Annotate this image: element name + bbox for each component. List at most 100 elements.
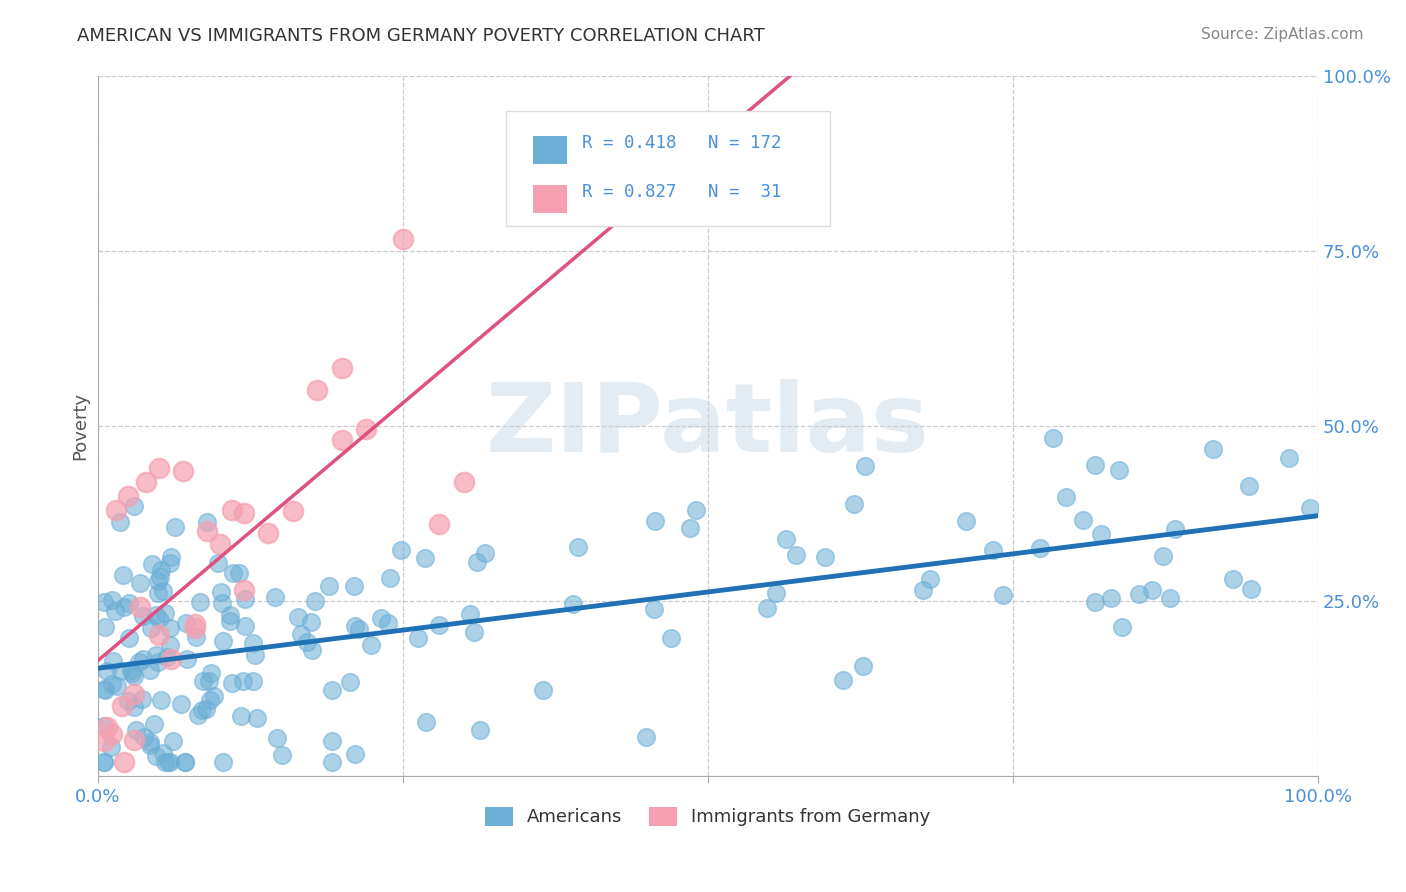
Point: [148, 628, 170, 642]
Point: [370, 610, 392, 624]
Point: [184, 616, 207, 631]
Point: [852, 658, 875, 673]
Point: [96, 664, 118, 678]
Point: [380, 571, 402, 585]
Point: [981, 543, 1004, 558]
Point: [159, 556, 181, 570]
Point: [427, 516, 450, 531]
Point: [347, 622, 370, 636]
Point: [117, 489, 139, 503]
Point: [360, 638, 382, 652]
Point: [453, 475, 475, 489]
Point: [644, 514, 666, 528]
Point: [156, 649, 179, 664]
Point: [101, 727, 124, 741]
Point: [149, 693, 172, 707]
Point: [145, 749, 167, 764]
Point: [474, 546, 496, 560]
Point: [93, 755, 115, 769]
Point: [145, 648, 167, 662]
Point: [194, 702, 217, 716]
Point: [1111, 620, 1133, 634]
Point: [172, 464, 194, 478]
Point: [765, 586, 787, 600]
Point: [191, 673, 214, 688]
Point: [146, 655, 169, 669]
Point: [221, 675, 243, 690]
Point: [257, 526, 280, 541]
Point: [117, 694, 139, 708]
Point: [321, 734, 343, 748]
Point: [162, 733, 184, 747]
Point: [155, 755, 177, 769]
Point: [634, 730, 657, 744]
Point: [245, 711, 267, 725]
Point: [1142, 582, 1164, 597]
Point: [209, 585, 232, 599]
Point: [343, 579, 366, 593]
Point: [122, 687, 145, 701]
Point: [1029, 541, 1052, 555]
Point: [218, 607, 240, 622]
Point: [141, 621, 163, 635]
Text: ZIPatlas: ZIPatlas: [486, 379, 929, 473]
Point: [139, 663, 162, 677]
Point: [307, 383, 329, 397]
Point: [120, 663, 142, 677]
Point: [911, 582, 934, 597]
Point: [202, 689, 225, 703]
Point: [148, 461, 170, 475]
Point: [465, 555, 488, 569]
Point: [377, 615, 399, 630]
Point: [413, 551, 436, 566]
FancyBboxPatch shape: [533, 136, 568, 164]
Point: [132, 609, 155, 624]
Point: [855, 458, 877, 473]
Point: [198, 693, 221, 707]
Point: [243, 648, 266, 662]
Point: [152, 584, 174, 599]
Point: [756, 601, 779, 615]
Point: [266, 731, 288, 746]
Point: [1042, 431, 1064, 445]
Point: [270, 747, 292, 762]
Point: [844, 497, 866, 511]
Point: [1298, 501, 1320, 516]
Point: [531, 683, 554, 698]
Point: [132, 652, 155, 666]
Point: [685, 503, 707, 517]
Point: [169, 697, 191, 711]
Point: [330, 433, 353, 447]
Point: [149, 570, 172, 584]
Legend: Americans, Immigrants from Germany: Americans, Immigrants from Germany: [478, 800, 938, 834]
Point: [191, 703, 214, 717]
Point: [212, 634, 235, 648]
Text: R = 0.827   N =  31: R = 0.827 N = 31: [582, 183, 782, 201]
Point: [122, 733, 145, 747]
Point: [233, 592, 256, 607]
Text: Source: ZipAtlas.com: Source: ZipAtlas.com: [1201, 27, 1364, 42]
Point: [105, 679, 128, 693]
Point: [1108, 463, 1130, 477]
Point: [200, 666, 222, 681]
Point: [955, 514, 977, 528]
Point: [1159, 591, 1181, 605]
Point: [112, 568, 135, 582]
Point: [561, 597, 583, 611]
Point: [138, 735, 160, 749]
Point: [290, 626, 312, 640]
Point: [229, 708, 252, 723]
Point: [197, 524, 219, 538]
Point: [918, 572, 941, 586]
Point: [176, 652, 198, 666]
Point: [145, 608, 167, 623]
Point: [93, 595, 115, 609]
Point: [318, 579, 340, 593]
Point: [242, 636, 264, 650]
Point: [232, 673, 254, 688]
Point: [468, 723, 491, 737]
Point: [242, 674, 264, 689]
Point: [567, 540, 589, 554]
Point: [1239, 479, 1261, 493]
Point: [659, 631, 682, 645]
